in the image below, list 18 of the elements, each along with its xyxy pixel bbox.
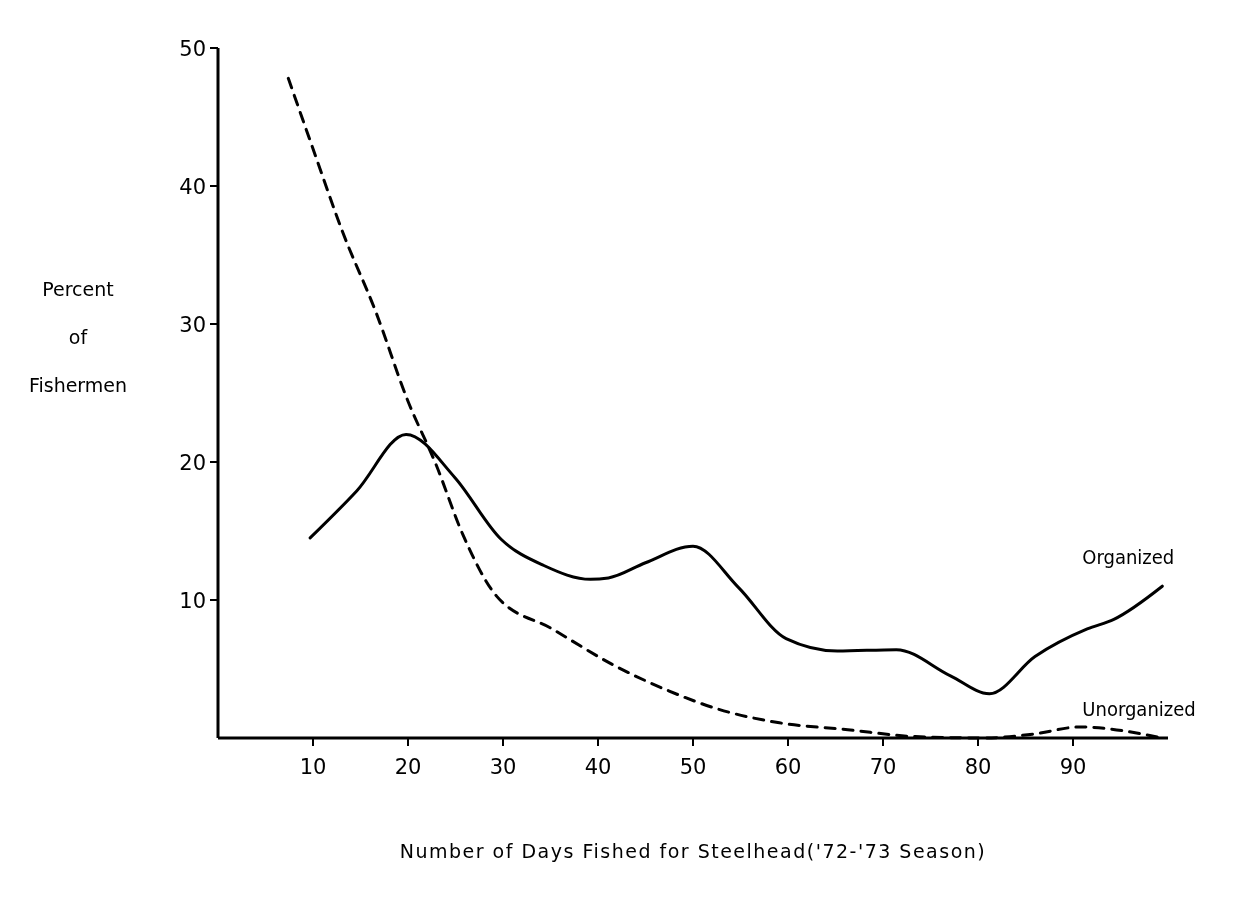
x-tick-label: 60 (774, 755, 802, 779)
y-tick-label: 20 (179, 451, 206, 475)
x-tick-label: 80 (964, 755, 992, 779)
x-tick-label: 10 (299, 755, 327, 779)
series-label: Unorganized (1082, 697, 1196, 721)
x-tick-label: 90 (1059, 755, 1087, 779)
x-tick-label: 20 (394, 755, 422, 779)
y-tick-label: 10 (179, 589, 206, 613)
x-tick-label: 70 (869, 755, 897, 779)
y-tick-label: 30 (179, 313, 206, 337)
x-tick-label: 50 (679, 755, 707, 779)
x-tick-label: 40 (584, 755, 612, 779)
y-tick-label: 50 (179, 37, 206, 61)
y-tick-label: 40 (179, 175, 206, 199)
text: Percent of Fishermen (28, 278, 128, 397)
x-axis-title: Number of Days Fished for Steelhead('72-'73 Season) (399, 840, 987, 862)
x-tick-label: 30 (489, 755, 517, 779)
series-label: Organized (1082, 545, 1175, 570)
